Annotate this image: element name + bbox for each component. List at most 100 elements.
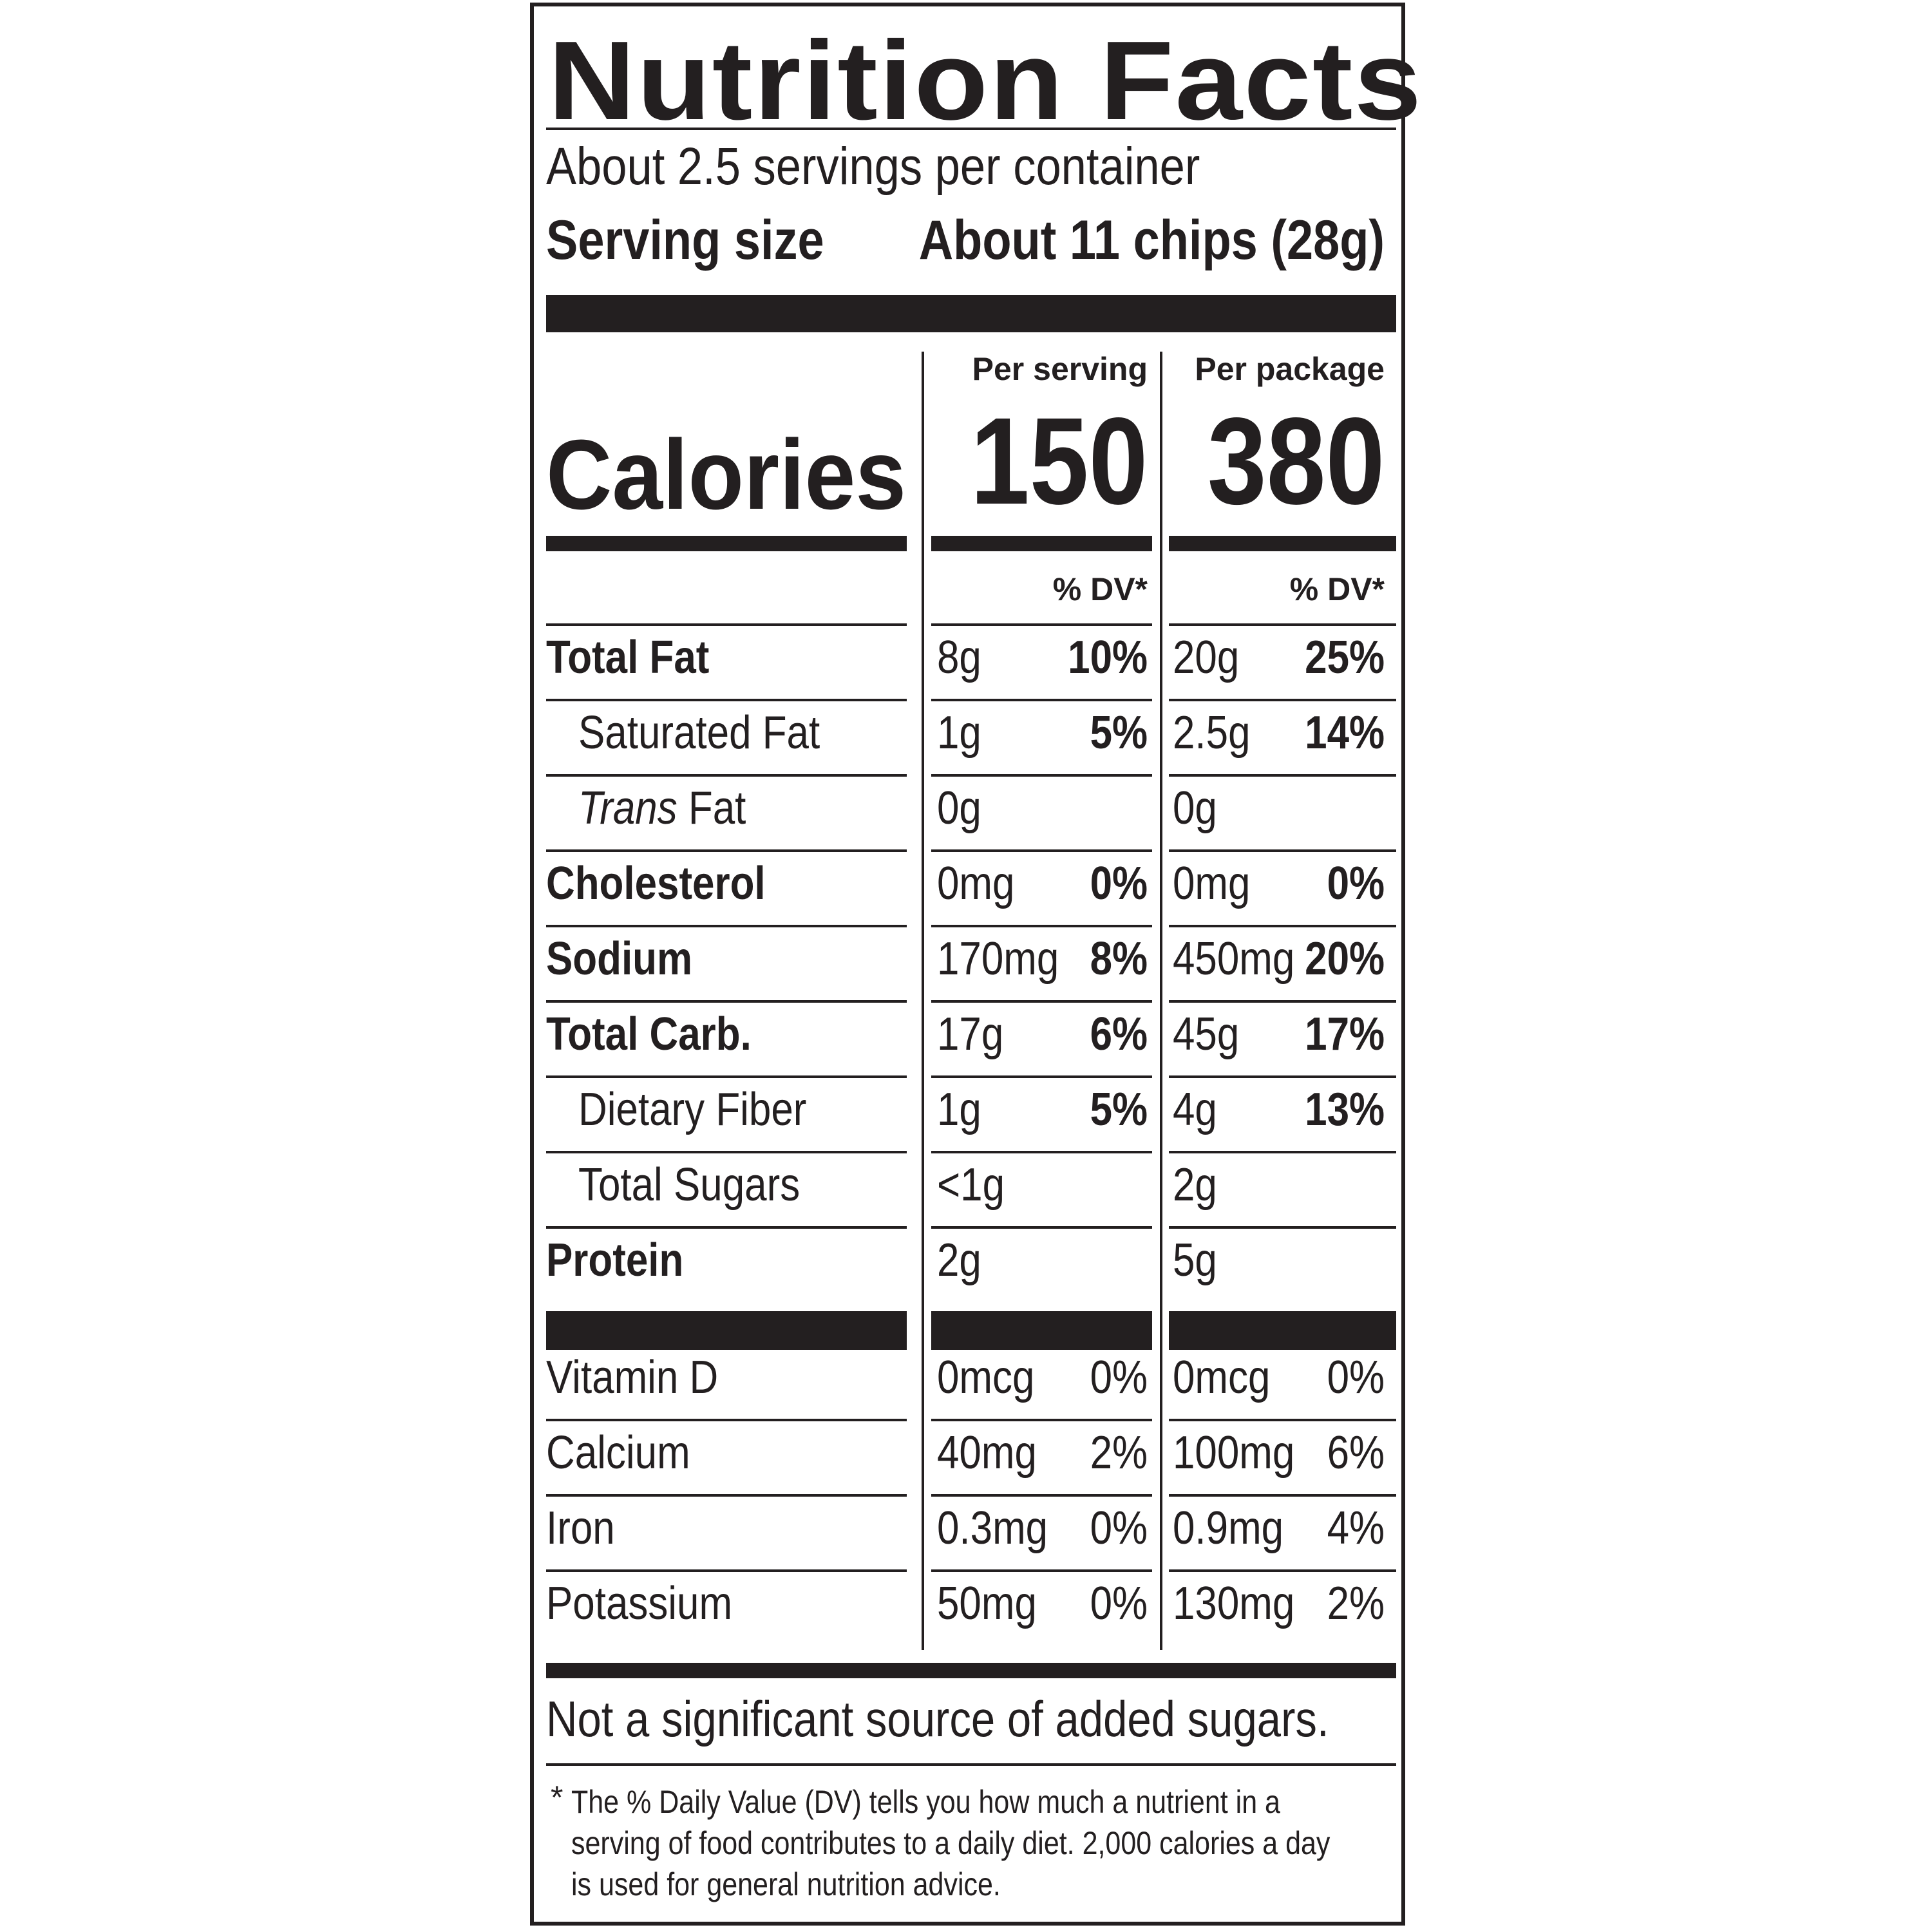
package-dv-calcium: 6% (1327, 1427, 1385, 1479)
package-amount-total-fat: 20g (1173, 632, 1240, 683)
vitamins-iron-rule-package (1169, 1569, 1396, 1572)
package-dv-iron: 4% (1327, 1502, 1385, 1554)
per-package-header: Per package (1195, 351, 1385, 387)
package-amount-iron: 0.9mg (1173, 1502, 1284, 1554)
vitamins-vitamin-d-rule-name (546, 1419, 907, 1421)
per-serving-header: Per serving (972, 351, 1148, 387)
serving-size-value: About 11 chips (28g) (918, 209, 1385, 271)
serving-amount-total-fat: 8g (937, 632, 981, 683)
nutrient-name-potassium: Potassium (546, 1578, 733, 1629)
nutrients-dietary-fiber-rule-package (1169, 1151, 1396, 1153)
vitamins-vitamin-d-rule-package (1169, 1419, 1396, 1421)
nutrient-name-total-fat: Total Fat (546, 632, 710, 683)
servings-per-container: About 2.5 servings per container (546, 137, 1200, 196)
nutrients-top-rule-package (1169, 623, 1396, 626)
nutrient-name-sodium: Sodium (546, 933, 693, 985)
nutrients-total-fat-rule-package (1169, 699, 1396, 701)
calories-per-package: 380 (1207, 392, 1385, 530)
calories-bar-name (546, 536, 907, 551)
package-dv-total-carb-: 17% (1305, 1009, 1385, 1060)
serving-amount-potassium: 50mg (937, 1578, 1037, 1629)
package-amount-protein: 5g (1173, 1235, 1217, 1286)
package-amount-dietary-fiber: 4g (1173, 1084, 1217, 1135)
package-dv-vitamin-d: 0% (1327, 1352, 1385, 1403)
serving-dv-iron: 0% (1090, 1502, 1148, 1554)
nutrients-top-rule-name (546, 623, 907, 626)
nutrients-dietary-fiber-rule-serving (931, 1151, 1152, 1153)
nutrients-sodium-rule-package (1169, 1000, 1396, 1003)
vitamins-iron-rule-serving (931, 1569, 1152, 1572)
serving-dv-calcium: 2% (1090, 1427, 1148, 1479)
package-dv-sodium: 20% (1305, 933, 1385, 985)
serving-dv-vitamin-d: 0% (1090, 1352, 1148, 1403)
vitamins-calcium-rule-name (546, 1494, 907, 1497)
nutrient-name-total-carb-: Total Carb. (546, 1009, 752, 1060)
serving-dv-total-carb-: 6% (1090, 1009, 1148, 1060)
thick-bar-top (546, 295, 1396, 332)
vitamins-vitamin-d-rule-serving (931, 1419, 1152, 1421)
nutrient-name-vitamin-d: Vitamin D (546, 1352, 719, 1403)
calories-label: Calories (546, 419, 907, 530)
nutrient-name-cholesterol: Cholesterol (546, 858, 766, 909)
vitamin-bar-serving (931, 1311, 1152, 1350)
nutrients-saturated-fat-rule-package (1169, 774, 1396, 777)
column-divider-2 (1160, 352, 1162, 1650)
package-amount-cholesterol: 0mg (1173, 858, 1251, 909)
serving-amount-iron: 0.3mg (937, 1502, 1048, 1554)
nutrients-dietary-fiber-rule-name (546, 1151, 907, 1153)
nutrient-name-iron: Iron (546, 1502, 615, 1554)
package-dv-dietary-fiber: 13% (1305, 1084, 1385, 1135)
package-dv-cholesterol: 0% (1327, 858, 1385, 909)
nutrients-total-fat-rule-serving (931, 699, 1152, 701)
dv-header-serving: % DV* (1052, 571, 1148, 607)
package-amount-potassium: 130mg (1173, 1578, 1295, 1629)
vitamins-calcium-rule-serving (931, 1494, 1152, 1497)
package-amount-total-carb-: 45g (1173, 1009, 1240, 1060)
thick-bar-bottom (546, 1663, 1396, 1678)
calories-bar-serving (931, 536, 1152, 551)
footnote-marker: * (551, 1779, 564, 1815)
nutrients-total-carb--rule-serving (931, 1075, 1152, 1078)
package-amount-sodium: 450mg (1173, 933, 1295, 985)
nutrients-cholesterol-rule-serving (931, 925, 1152, 927)
serving-dv-dietary-fiber: 5% (1090, 1084, 1148, 1135)
nutrients-top-rule-serving (931, 623, 1152, 626)
serving-dv-total-fat: 10% (1068, 632, 1148, 683)
nutrients-cholesterol-rule-name (546, 925, 907, 927)
nutrient-name-trans-fat: Trans Fat (578, 785, 746, 831)
serving-amount-protein: 2g (937, 1235, 981, 1286)
serving-amount-vitamin-d: 0mcg (937, 1352, 1035, 1403)
footnote-text: The % Daily Value (DV) tells you how muc… (571, 1784, 1331, 1902)
column-divider-1 (922, 352, 924, 1650)
package-dv-potassium: 2% (1327, 1578, 1385, 1629)
serving-dv-sodium: 8% (1090, 933, 1148, 985)
nutrient-name-rest: Fat (677, 782, 746, 834)
package-dv-saturated-fat: 14% (1305, 707, 1385, 759)
nutrients-total-sugars-rule-serving (931, 1226, 1152, 1229)
nutrients-total-carb--rule-name (546, 1075, 907, 1078)
serving-amount-calcium: 40mg (937, 1427, 1037, 1479)
nutrients-sodium-rule-serving (931, 1000, 1152, 1003)
serving-amount-cholesterol: 0mg (937, 858, 1015, 909)
package-amount-trans-fat: 0g (1173, 782, 1217, 834)
nutrients-sodium-rule-name (546, 1000, 907, 1003)
nutrients-total-carb--rule-package (1169, 1075, 1396, 1078)
nutrient-name-calcium: Calcium (546, 1427, 690, 1479)
nutrients-total-sugars-rule-name (546, 1226, 907, 1229)
nutrition-facts-label: Nutrition Facts About 2.5 servings per c… (530, 3, 1421, 1926)
package-amount-calcium: 100mg (1173, 1427, 1295, 1479)
serving-amount-total-carb-: 17g (937, 1009, 1004, 1060)
serving-size-label: Serving size (546, 209, 824, 271)
serving-amount-sodium: 170mg (937, 933, 1059, 985)
calories-per-serving: 150 (970, 392, 1148, 530)
vitamin-bar-package (1169, 1311, 1396, 1350)
package-amount-saturated-fat: 2.5g (1173, 707, 1251, 759)
dv-header-package: % DV* (1289, 571, 1385, 607)
serving-dv-potassium: 0% (1090, 1578, 1148, 1629)
vitamins-iron-rule-name (546, 1569, 907, 1572)
label-title: Nutrition Facts (548, 17, 1423, 143)
nutrients-trans-fat-rule-package (1169, 849, 1396, 852)
added-sugars-note: Not a significant source of added sugars… (546, 1690, 1329, 1747)
package-amount-vitamin-d: 0mcg (1173, 1352, 1271, 1403)
serving-dv-cholesterol: 0% (1090, 858, 1148, 909)
